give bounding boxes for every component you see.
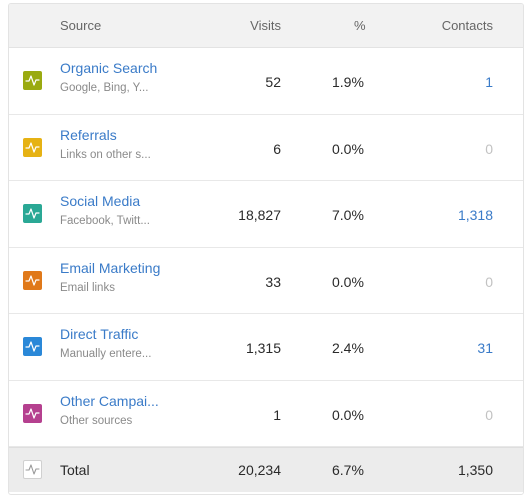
table-row: Referrals Links on other s... 6 0.0% 0 (9, 115, 523, 181)
visits-value: 6 (273, 140, 281, 157)
total-label: Total (60, 462, 90, 478)
source-description: Facebook, Twitt... (60, 215, 150, 227)
visits-value: 52 (265, 74, 281, 90)
table-row: Social Media Facebook, Twitt... 18,827 7.0%… (9, 181, 523, 248)
percent-value: 0.0% (332, 406, 364, 423)
header-source[interactable]: Source (60, 18, 102, 33)
header-contacts[interactable]: Contacts (441, 18, 493, 33)
contacts-value[interactable]: 1,318 (457, 207, 493, 223)
source-name-link[interactable]: Social Media (60, 193, 141, 209)
source-name-link[interactable]: Email Marketing (60, 259, 161, 276)
source-description: Links on other s... (60, 148, 151, 161)
visits-value: 1 (273, 406, 281, 423)
source-name-link[interactable]: Other Campai... (60, 392, 159, 409)
percent-value: 2.4% (332, 340, 364, 356)
pulse-icon (23, 403, 42, 423)
source-description: Google, Bing, Y... (60, 82, 149, 94)
pulse-icon (23, 204, 42, 223)
table-row: Organic Search Google, Bing, Y... 52 1.9% 1 (9, 48, 523, 115)
total-contacts: 1,350 (457, 462, 493, 478)
total-percent: 6.7% (332, 462, 364, 478)
total-visits: 20,234 (238, 462, 281, 478)
header-percent[interactable]: % (354, 18, 366, 33)
contacts-value: 0 (485, 140, 493, 157)
percent-value: 7.0% (332, 207, 364, 223)
sources-table: Source Visits % Contacts Organic Search G… (8, 3, 524, 495)
pulse-icon (23, 137, 42, 157)
header-visits[interactable]: Visits (250, 18, 281, 33)
pulse-icon (23, 270, 42, 290)
table-row: Email Marketing Email links 33 0.0% 0 (9, 248, 523, 314)
table-header: Source Visits % Contacts (9, 4, 523, 48)
visits-value: 1,315 (245, 340, 281, 356)
contacts-value[interactable]: 1 (485, 74, 493, 90)
table-row: Other Campai... Other sources 1 0.0% 0 (9, 381, 523, 447)
contacts-value[interactable]: 31 (477, 340, 493, 356)
contacts-value: 0 (485, 406, 493, 423)
table-row: Direct Traffic Manually entere... 1,315 2.4… (9, 314, 523, 381)
pulse-icon (23, 71, 42, 90)
source-description: Manually entere... (60, 348, 152, 360)
visits-value: 18,827 (238, 207, 281, 223)
source-description: Email links (60, 281, 115, 294)
pulse-icon (23, 460, 42, 479)
percent-value: 0.0% (332, 273, 364, 290)
total-row: Total 20,234 6.7% 1,350 (9, 447, 523, 492)
source-description: Other sources (60, 414, 133, 427)
pulse-icon (23, 337, 42, 356)
percent-value: 0.0% (332, 140, 364, 157)
percent-value: 1.9% (332, 74, 364, 90)
contacts-value: 0 (485, 273, 493, 290)
source-name-link[interactable]: Direct Traffic (60, 326, 139, 342)
visits-value: 33 (265, 273, 281, 290)
source-name-link[interactable]: Referrals (60, 126, 117, 143)
source-name-link[interactable]: Organic Search (60, 60, 158, 76)
